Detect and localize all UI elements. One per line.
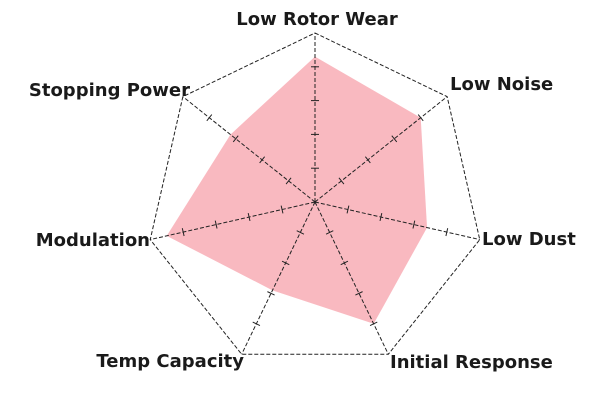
tick-mark bbox=[214, 220, 218, 229]
axis-label: Stopping Power bbox=[29, 80, 190, 101]
axis-label: Low Dust bbox=[482, 229, 576, 250]
spoke bbox=[314, 201, 480, 241]
tick-mark bbox=[267, 291, 275, 296]
tick-mark bbox=[232, 135, 239, 143]
tick-mark bbox=[391, 135, 398, 143]
data-area bbox=[166, 56, 428, 324]
tick-mark bbox=[252, 321, 261, 326]
spoke bbox=[314, 96, 448, 203]
tick-mark bbox=[340, 260, 349, 266]
tick-mark bbox=[285, 177, 292, 185]
tick-mark bbox=[325, 230, 334, 235]
spoke bbox=[150, 201, 316, 241]
tick-mark bbox=[259, 156, 266, 164]
tick-mark bbox=[417, 114, 424, 122]
axis-label: Low Rotor Wear bbox=[236, 9, 398, 30]
tick-mark bbox=[355, 291, 363, 296]
axis-label: Modulation bbox=[36, 230, 150, 251]
axis-label: Initial Response bbox=[390, 352, 553, 373]
outer-frame bbox=[149, 32, 481, 355]
tick-mark bbox=[296, 230, 305, 235]
tick-mark bbox=[445, 228, 449, 237]
spoke bbox=[314, 201, 389, 355]
tick-mark bbox=[247, 213, 251, 222]
tick-mark bbox=[369, 321, 378, 326]
tick-mark bbox=[206, 114, 213, 122]
spoke bbox=[241, 201, 316, 355]
tick-mark bbox=[281, 260, 290, 266]
tick-mark bbox=[379, 213, 383, 222]
tick-mark bbox=[412, 220, 416, 229]
tick-mark bbox=[364, 156, 371, 164]
tick-mark bbox=[346, 205, 350, 214]
tick-mark bbox=[181, 228, 185, 237]
axis-label: Temp Capacity bbox=[96, 351, 244, 372]
spoke bbox=[182, 96, 316, 203]
tick-mark bbox=[338, 177, 345, 185]
tick-mark bbox=[280, 205, 284, 214]
axis-label: Low Noise bbox=[450, 74, 553, 95]
